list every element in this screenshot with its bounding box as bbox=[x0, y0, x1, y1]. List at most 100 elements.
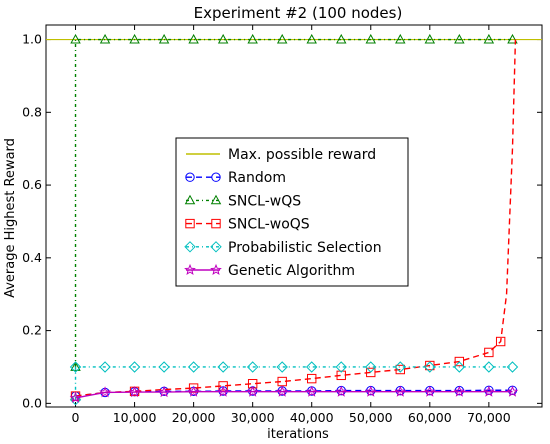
series-point-sncl-wqs bbox=[70, 361, 81, 371]
series-point-sncl-wqs bbox=[188, 33, 199, 44]
series-point-sncl-woqs bbox=[218, 381, 228, 391]
series-point-probabilistic-selection bbox=[246, 361, 259, 373]
series-point-probabilistic-selection bbox=[217, 361, 229, 373]
legend: Max. possible reward Random SNCL-wQS SNCL-w… bbox=[175, 137, 409, 287]
series-point-sncl-woqs bbox=[366, 367, 376, 378]
series-point-genetic-algorithm bbox=[335, 385, 348, 397]
legend-marker-sncl-woqs bbox=[211, 218, 221, 229]
series-line-probabilistic-selection bbox=[74, 366, 513, 400]
series-point-genetic-algorithm bbox=[217, 385, 229, 397]
series-line-genetic-algorithm bbox=[75, 391, 513, 399]
legend-marker-sncl-wqs bbox=[210, 194, 222, 205]
series-point-sncl-woqs bbox=[307, 373, 317, 384]
series-point-sncl-wqs bbox=[424, 33, 436, 44]
legend-label-sncl-wqs: SNCL-wQS bbox=[228, 193, 301, 209]
series-point-probabilistic-selection bbox=[99, 361, 111, 373]
legend-box bbox=[175, 137, 409, 287]
series-group bbox=[46, 33, 542, 406]
x-tick-label: 20,000 bbox=[172, 410, 216, 425]
legend-label-probabilistic-selection: Probabilistic Selection bbox=[228, 240, 382, 256]
series-point-sncl-wqs bbox=[395, 33, 406, 44]
series-point-probabilistic-selection bbox=[276, 361, 288, 373]
legend-marker-probabilistic-selection bbox=[210, 241, 222, 253]
x-tick-label: 0 bbox=[72, 410, 80, 425]
y-tick-label: 0.2 bbox=[22, 323, 42, 338]
plot-area: 0 10,000 20,000 30,000 40,000 50,000 60,000 70,… bbox=[22, 24, 543, 425]
series-point-sncl-woqs bbox=[484, 347, 494, 358]
series-point-probabilistic-selection bbox=[424, 361, 436, 373]
series-point-genetic-algorithm bbox=[246, 385, 259, 397]
series-point-genetic-algorithm bbox=[453, 385, 466, 397]
series-point-probabilistic-selection bbox=[483, 361, 495, 373]
series-point-sncl-wqs bbox=[365, 33, 377, 44]
series-point-sncl-wqs bbox=[483, 33, 495, 44]
legend-label-sncl-woqs: SNCL-woQS bbox=[228, 217, 310, 233]
legend-marker-random bbox=[185, 172, 195, 182]
legend-marker-sncl-woqs bbox=[185, 218, 195, 229]
series-point-genetic-algorithm bbox=[69, 391, 82, 403]
y-tick-label: 0.6 bbox=[22, 177, 42, 192]
x-tick-label: 70,000 bbox=[467, 410, 511, 425]
series-point-genetic-algorithm bbox=[276, 385, 289, 397]
y-tick-label: 0.4 bbox=[22, 250, 42, 265]
x-tick-label: 50,000 bbox=[349, 410, 393, 425]
series-point-sncl-wqs bbox=[507, 33, 518, 44]
series-point-genetic-algorithm bbox=[506, 385, 519, 397]
legend-label-max-possible-reward: Max. possible reward bbox=[228, 147, 376, 163]
y-tick-label: 0.8 bbox=[22, 104, 42, 119]
series-point-probabilistic-selection bbox=[365, 361, 377, 373]
series-point-sncl-wqs bbox=[158, 33, 170, 44]
legend-label-random: Random bbox=[228, 170, 286, 186]
series-point-probabilistic-selection bbox=[335, 361, 347, 373]
series-point-probabilistic-selection bbox=[158, 361, 170, 373]
legend-marker-probabilistic-selection bbox=[184, 241, 196, 253]
legend-marker-genetic-algorithm bbox=[210, 263, 222, 275]
legend-label-genetic-algorithm: Genetic Algorithm bbox=[228, 263, 355, 279]
legend-marker-random bbox=[211, 172, 221, 182]
series-point-genetic-algorithm bbox=[423, 385, 436, 397]
legend-marker-genetic-algorithm bbox=[184, 263, 196, 275]
x-tick-label: 60,000 bbox=[408, 410, 452, 425]
series-point-probabilistic-selection bbox=[306, 361, 318, 373]
plot-frame bbox=[45, 24, 543, 408]
series-point-sncl-wqs bbox=[306, 33, 317, 44]
series-line-sncl-woqs bbox=[75, 39, 517, 397]
series-point-genetic-algorithm bbox=[364, 385, 377, 397]
series-point-probabilistic-selection bbox=[506, 361, 519, 373]
series-point-sncl-wqs bbox=[454, 33, 465, 44]
x-tick-label: 40,000 bbox=[290, 410, 334, 425]
series-point-sncl-woqs bbox=[336, 370, 346, 381]
x-tick-label: 10,000 bbox=[113, 410, 157, 425]
series-point-probabilistic-selection bbox=[187, 361, 200, 373]
series-point-sncl-wqs bbox=[99, 33, 111, 44]
series-point-genetic-algorithm bbox=[305, 385, 318, 397]
series-point-genetic-algorithm bbox=[483, 385, 495, 397]
series-point-probabilistic-selection bbox=[453, 361, 466, 373]
legend-marker-sncl-wqs bbox=[184, 194, 196, 205]
series-point-sncl-wqs bbox=[217, 33, 229, 44]
series-point-genetic-algorithm bbox=[158, 385, 170, 398]
series-point-probabilistic-selection bbox=[394, 361, 406, 373]
series-point-sncl-wqs bbox=[335, 33, 347, 44]
y-tick-label: 0.0 bbox=[22, 395, 42, 410]
series-point-genetic-algorithm bbox=[128, 385, 141, 398]
series-point-sncl-woqs bbox=[495, 336, 506, 347]
series-point-genetic-algorithm bbox=[187, 385, 200, 397]
y-axis-label: Average Highest Reward bbox=[3, 138, 18, 298]
series-point-sncl-wqs bbox=[129, 33, 140, 44]
x-axis-label: iterations bbox=[267, 427, 329, 442]
series-point-probabilistic-selection bbox=[69, 361, 82, 373]
series-point-genetic-algorithm bbox=[99, 386, 111, 398]
series-point-genetic-algorithm bbox=[394, 385, 407, 397]
series-point-sncl-woqs bbox=[395, 364, 405, 375]
chart-title: Experiment #2 (100 nodes) bbox=[194, 4, 403, 22]
series-point-sncl-wqs bbox=[276, 33, 288, 44]
series-point-sncl-wqs bbox=[247, 33, 258, 44]
y-tick-label: 1.0 bbox=[22, 32, 42, 47]
x-tick-label: 30,000 bbox=[231, 410, 275, 425]
series-point-sncl-wqs bbox=[70, 33, 81, 44]
series-point-probabilistic-selection bbox=[128, 361, 141, 373]
series-line-sncl-wqs bbox=[74, 38, 513, 367]
series-point-sncl-woqs bbox=[454, 356, 465, 367]
